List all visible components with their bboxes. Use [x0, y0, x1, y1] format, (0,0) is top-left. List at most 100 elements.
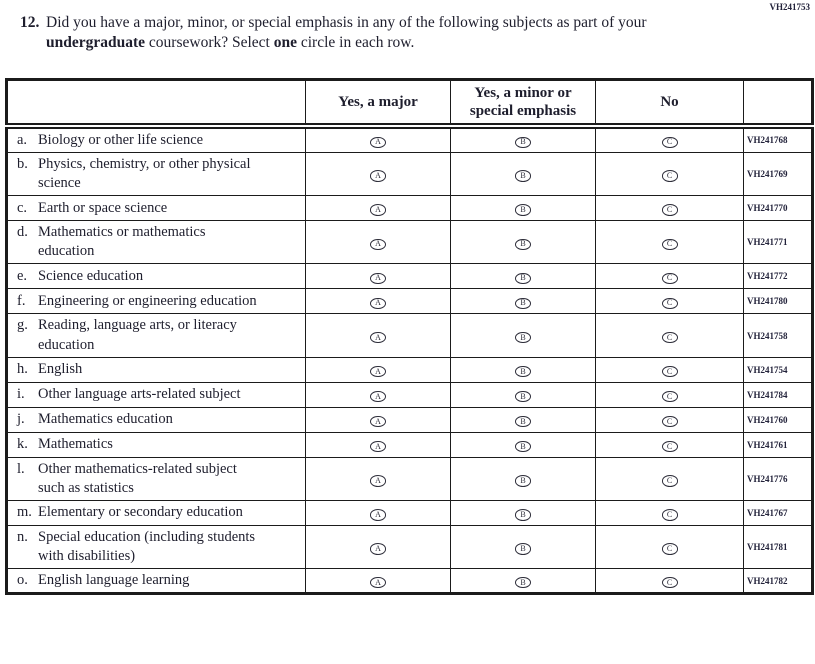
- answer-bubble-a[interactable]: A: [370, 390, 386, 403]
- header-no: No: [595, 79, 744, 129]
- answer-bubble-c[interactable]: C: [661, 170, 678, 182]
- answer-bubble-c[interactable]: C: [661, 543, 678, 555]
- row-letter: g.: [17, 317, 28, 334]
- subject-label-cell: o. English language learning: [6, 568, 306, 595]
- subject-label-cell: e. Science education: [6, 263, 306, 290]
- answer-bubble-a[interactable]: A: [370, 440, 386, 453]
- option-cell: A: [305, 456, 451, 501]
- subject-label: Physics, chemistry, or other physical sc…: [38, 155, 251, 192]
- table-row: b. Physics, chemistry, or other physical …: [6, 151, 813, 197]
- row-letter: i.: [17, 386, 25, 403]
- answer-bubble-b[interactable]: B: [515, 415, 531, 428]
- subject-label-wrap: b. Physics, chemistry, or other physical …: [17, 155, 301, 193]
- answer-bubble-b[interactable]: B: [515, 136, 531, 149]
- answer-bubble-c[interactable]: C: [661, 475, 678, 487]
- answer-bubble-c[interactable]: C: [661, 272, 678, 285]
- question-text-segment: circle in each row.: [296, 34, 415, 52]
- answer-bubble-c[interactable]: C: [661, 365, 678, 378]
- table-row: g. Reading, language arts, or literacy ed…: [6, 313, 813, 358]
- subject-label-wrap: d. Mathematics or mathematics education: [17, 223, 301, 261]
- row-code: VH241761: [743, 431, 813, 458]
- subject-label-wrap: f. Engineering or engineering education: [17, 292, 301, 311]
- answer-bubble-b[interactable]: B: [515, 297, 531, 310]
- row-code: VH241760: [743, 406, 813, 433]
- subject-label: English language learning: [38, 572, 190, 589]
- option-cell: B: [450, 125, 596, 153]
- answer-bubble-c[interactable]: C: [661, 576, 678, 589]
- row-letter: n.: [17, 528, 28, 545]
- answer-bubble-a[interactable]: A: [370, 365, 386, 378]
- answer-bubble-a[interactable]: A: [370, 170, 386, 182]
- answer-bubble-c[interactable]: C: [661, 331, 678, 344]
- answer-bubble-b[interactable]: B: [515, 272, 531, 285]
- answer-bubble-a[interactable]: A: [370, 238, 386, 251]
- option-cell: A: [305, 499, 451, 526]
- subject-label: Earth or space science: [38, 199, 168, 216]
- answer-bubble-b[interactable]: B: [515, 509, 531, 521]
- answer-bubble-b[interactable]: B: [515, 238, 531, 251]
- subject-label: Elementary or secondary education: [38, 504, 243, 521]
- subject-label-cell: d. Mathematics or mathematics education: [6, 220, 306, 265]
- subject-label-cell: n. Special education (including students …: [6, 524, 306, 570]
- question-text-segment: undergraduate: [46, 34, 146, 52]
- subject-label: Mathematics education: [38, 411, 173, 428]
- answer-bubble-a[interactable]: A: [370, 331, 386, 344]
- table-row: c. Earth or space science A B C VH241770: [6, 195, 813, 222]
- answer-bubble-a[interactable]: A: [370, 576, 386, 589]
- table-row: f. Engineering or engineering education A B…: [6, 288, 813, 315]
- answer-bubble-a[interactable]: A: [370, 543, 386, 555]
- answer-bubble-b[interactable]: B: [515, 365, 531, 378]
- subject-label: Engineering or engineering education: [38, 292, 257, 309]
- row-code: VH241784: [743, 381, 813, 408]
- row-code: VH241780: [743, 288, 813, 315]
- option-cell: C: [595, 568, 744, 595]
- row-code: VH241771: [743, 220, 813, 265]
- subject-label: Special education (including students wi…: [38, 528, 256, 565]
- answer-bubble-c[interactable]: C: [661, 204, 678, 216]
- answer-bubble-c[interactable]: C: [661, 415, 678, 428]
- row-letter: m.: [17, 504, 32, 521]
- row-code: VH241776: [743, 456, 813, 501]
- answer-bubble-a[interactable]: A: [370, 136, 386, 149]
- answer-bubble-a[interactable]: A: [370, 297, 386, 310]
- option-cell: B: [450, 431, 596, 458]
- answer-bubble-a[interactable]: A: [370, 204, 386, 216]
- option-cell: B: [450, 220, 596, 265]
- row-code: VH241758: [743, 313, 813, 358]
- row-letter: d.: [17, 224, 28, 241]
- option-cell: A: [305, 406, 451, 433]
- row-code: VH241754: [743, 356, 813, 383]
- answer-bubble-b[interactable]: B: [515, 543, 531, 555]
- answer-bubble-c[interactable]: C: [661, 390, 678, 403]
- answer-bubble-c[interactable]: C: [661, 136, 678, 149]
- subject-label-wrap: n. Special education (including students …: [17, 528, 301, 566]
- option-cell: A: [305, 524, 451, 570]
- answer-bubble-b[interactable]: B: [515, 390, 531, 403]
- answer-bubble-c[interactable]: C: [661, 440, 678, 453]
- answer-bubble-c[interactable]: C: [661, 509, 678, 521]
- answer-bubble-b[interactable]: B: [515, 170, 531, 182]
- answer-bubble-a[interactable]: A: [370, 415, 386, 428]
- answer-bubble-c[interactable]: C: [661, 297, 678, 310]
- option-cell: B: [450, 568, 596, 595]
- answer-bubble-c[interactable]: C: [661, 238, 678, 251]
- answer-bubble-b[interactable]: B: [515, 440, 531, 453]
- option-cell: A: [305, 195, 451, 222]
- question-text: Did you have a major, minor, or special …: [46, 13, 740, 53]
- table-row: d. Mathematics or mathematics education A B…: [6, 220, 813, 265]
- answer-bubble-b[interactable]: B: [515, 204, 531, 216]
- answer-bubble-b[interactable]: B: [515, 576, 531, 589]
- subject-label-cell: b. Physics, chemistry, or other physical …: [6, 151, 306, 197]
- answer-bubble-a[interactable]: A: [370, 475, 386, 487]
- option-cell: C: [595, 356, 744, 383]
- subject-label-wrap: o. English language learning: [17, 571, 301, 590]
- answer-bubble-b[interactable]: B: [515, 331, 531, 344]
- option-cell: A: [305, 125, 451, 153]
- answer-bubble-a[interactable]: A: [370, 272, 386, 285]
- option-cell: B: [450, 313, 596, 358]
- answer-bubble-b[interactable]: B: [515, 475, 531, 487]
- subject-label: Science education: [38, 267, 144, 284]
- answer-bubble-a[interactable]: A: [370, 509, 386, 521]
- table-row: i. Other language arts-related subject A B C…: [6, 381, 813, 408]
